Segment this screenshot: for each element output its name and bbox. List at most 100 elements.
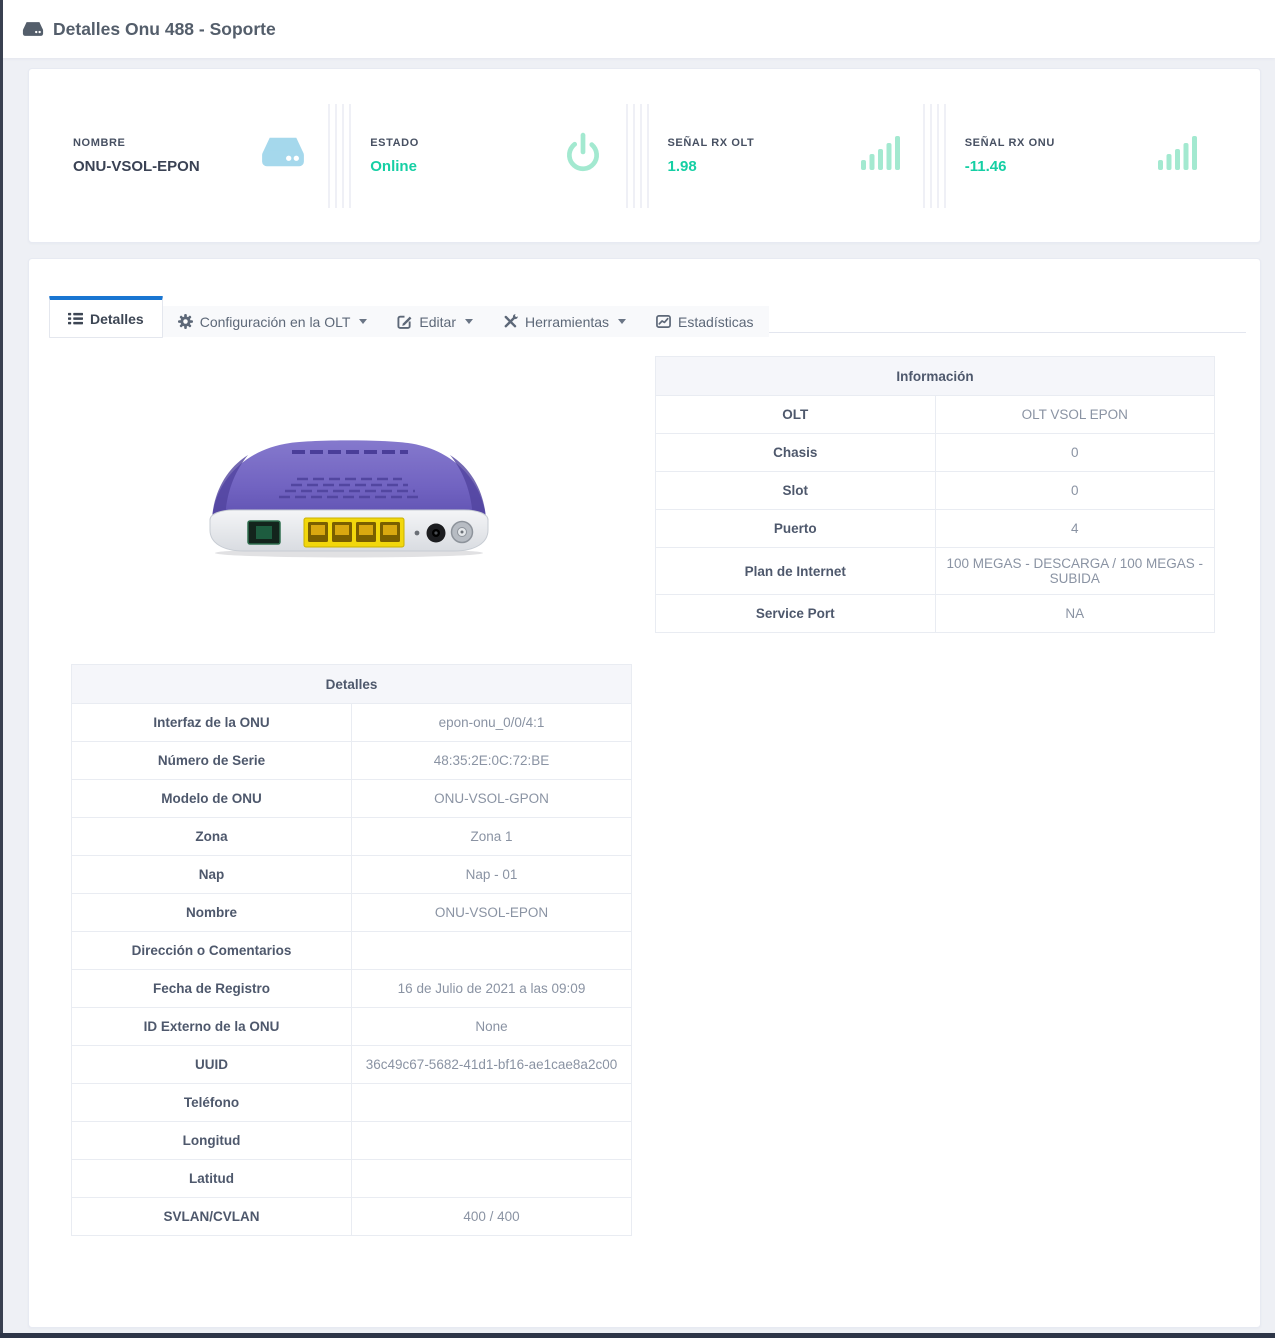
stat-divider <box>328 103 357 208</box>
row-value: NA <box>934 594 1215 633</box>
information-table: Información OLT OLT VSOL EPON Chasis 0 Slot 0 P… <box>655 356 1215 633</box>
row-value: 100 MEGAS - DESCARGA / 100 MEGAS - SUBID… <box>934 547 1215 595</box>
row-label: ID Externo de la ONU <box>71 1007 352 1046</box>
hdd-icon <box>260 134 306 177</box>
row-value <box>351 1083 632 1122</box>
row-label: Slot <box>655 471 936 510</box>
table-title: Información <box>655 356 1215 396</box>
stat-divider <box>922 103 951 208</box>
row-value <box>351 931 632 970</box>
stat-sen-al-rx-olt: SEÑAL RX OLT 1.98 <box>668 136 919 175</box>
row-value: ONU-VSOL-EPON <box>351 893 632 932</box>
row-label: Longitud <box>71 1121 352 1160</box>
caret-down-icon <box>465 319 473 324</box>
row-label: Número de Serie <box>71 741 352 780</box>
page-title: Detalles Onu 488 - Soporte <box>22 19 276 40</box>
row-label: SVLAN/CVLAN <box>71 1197 352 1236</box>
row-label: Dirección o Comentarios <box>71 931 352 970</box>
table-row: Chasis 0 <box>655 433 1215 472</box>
tab-detalles[interactable]: Detalles <box>49 296 163 338</box>
table-row: Slot 0 <box>655 471 1215 510</box>
top-header-bar: Detalles Onu 488 - Soporte <box>0 0 1275 58</box>
bottom-footer-edge <box>0 1333 1275 1338</box>
details-table: Detalles Interfaz de la ONU epon-onu_0/0/4… <box>71 664 632 1236</box>
row-value <box>351 1121 632 1160</box>
row-value: 400 / 400 <box>351 1197 632 1236</box>
signal-bars-icon <box>1158 136 1198 175</box>
table-row: Nap Nap - 01 <box>71 855 632 894</box>
table-title: Detalles <box>71 664 632 704</box>
chart-icon <box>656 314 671 329</box>
table-row: UUID 36c49c67-5682-41d1-bf16-ae1cae8a2c00 <box>71 1045 632 1084</box>
row-label: Zona <box>71 817 352 856</box>
power-icon <box>562 132 604 179</box>
caret-down-icon <box>359 319 368 324</box>
row-label: Chasis <box>655 433 936 472</box>
stat-value: ONU-VSOL-EPON <box>73 157 200 175</box>
table-row: Longitud <box>71 1121 632 1160</box>
tab-estadi-sticas[interactable]: Estadísticas <box>641 306 769 337</box>
row-label: UUID <box>71 1045 352 1084</box>
row-value: ONU-VSOL-GPON <box>351 779 632 818</box>
left-sidebar-edge <box>0 0 3 1338</box>
row-value: Zona 1 <box>351 817 632 856</box>
tab-label: Herramientas <box>525 313 610 330</box>
row-label: Fecha de Registro <box>71 969 352 1008</box>
table-row: OLT OLT VSOL EPON <box>655 395 1215 434</box>
list-icon <box>68 311 83 326</box>
row-value: 4 <box>934 509 1215 548</box>
tab-label: Detalles <box>90 310 144 327</box>
edit-icon <box>397 314 412 329</box>
table-row: Zona Zona 1 <box>71 817 632 856</box>
tab-label: Configuración en la OLT <box>199 313 351 330</box>
page-title-text: Detalles Onu 488 - Soporte <box>53 18 276 39</box>
signal-bars-icon <box>860 136 901 175</box>
table-row: Nombre ONU-VSOL-EPON <box>71 893 632 932</box>
tab-editar[interactable]: Editar <box>382 306 488 337</box>
row-value: 36c49c67-5682-41d1-bf16-ae1cae8a2c00 <box>351 1045 632 1084</box>
table-row: Service Port NA <box>655 594 1215 633</box>
row-value: None <box>351 1007 632 1046</box>
stat-divider <box>625 103 654 208</box>
row-value: 0 <box>934 433 1215 472</box>
onu-device-image <box>196 422 502 560</box>
tools-icon <box>503 314 518 329</box>
stat-label: NOMBRE <box>73 136 126 149</box>
tab-herramientas[interactable]: Herramientas <box>488 306 642 337</box>
stat-sen-al-rx-onu: SEÑAL RX ONU -11.46 <box>965 136 1216 175</box>
table-row: Interfaz de la ONU epon-onu_0/0/4:1 <box>71 703 632 742</box>
table-row: Fecha de Registro 16 de Julio de 2021 a l… <box>71 969 632 1008</box>
onu-details-card: Detalles Configuración en la OLT Editar Her… <box>28 258 1261 1328</box>
stat-label: ESTADO <box>370 136 419 149</box>
row-label: Teléfono <box>71 1083 352 1122</box>
stat-label: SEÑAL RX ONU <box>964 136 1055 149</box>
table-row: ID Externo de la ONU None <box>71 1007 632 1046</box>
row-label: OLT <box>655 395 936 434</box>
row-value: 0 <box>934 471 1215 510</box>
table-row: Dirección o Comentarios <box>71 931 632 970</box>
table-row: Modelo de ONU ONU-VSOL-GPON <box>71 779 632 818</box>
caret-down-icon <box>618 319 627 324</box>
hdd-icon <box>22 20 44 39</box>
row-value: 48:35:2E:0C:72:BE <box>351 741 632 780</box>
row-value: 16 de Julio de 2021 a las 09:09 <box>351 969 632 1008</box>
row-label: Interfaz de la ONU <box>71 703 352 742</box>
table-row: Puerto 4 <box>655 509 1215 548</box>
table-row: SVLAN/CVLAN 400 / 400 <box>71 1197 632 1236</box>
tab-label: Editar <box>419 313 456 330</box>
stat-label: SEÑAL RX OLT <box>667 136 755 149</box>
tab-label: Estadísticas <box>678 313 754 330</box>
row-label: Service Port <box>655 594 936 633</box>
row-label: Modelo de ONU <box>71 779 352 818</box>
row-value: OLT VSOL EPON <box>934 395 1215 434</box>
gear-icon <box>177 314 193 329</box>
stat-value: 1.98 <box>667 157 697 175</box>
tab-configuracio-n-en-la-olt[interactable]: Configuración en la OLT <box>162 306 383 337</box>
row-label: Nombre <box>71 893 352 932</box>
row-value <box>351 1159 632 1198</box>
row-label: Latitud <box>71 1159 352 1198</box>
row-label: Plan de Internet <box>655 547 936 595</box>
row-label: Nap <box>71 855 352 894</box>
table-row: Latitud <box>71 1159 632 1198</box>
table-row: Número de Serie 48:35:2E:0C:72:BE <box>71 741 632 780</box>
